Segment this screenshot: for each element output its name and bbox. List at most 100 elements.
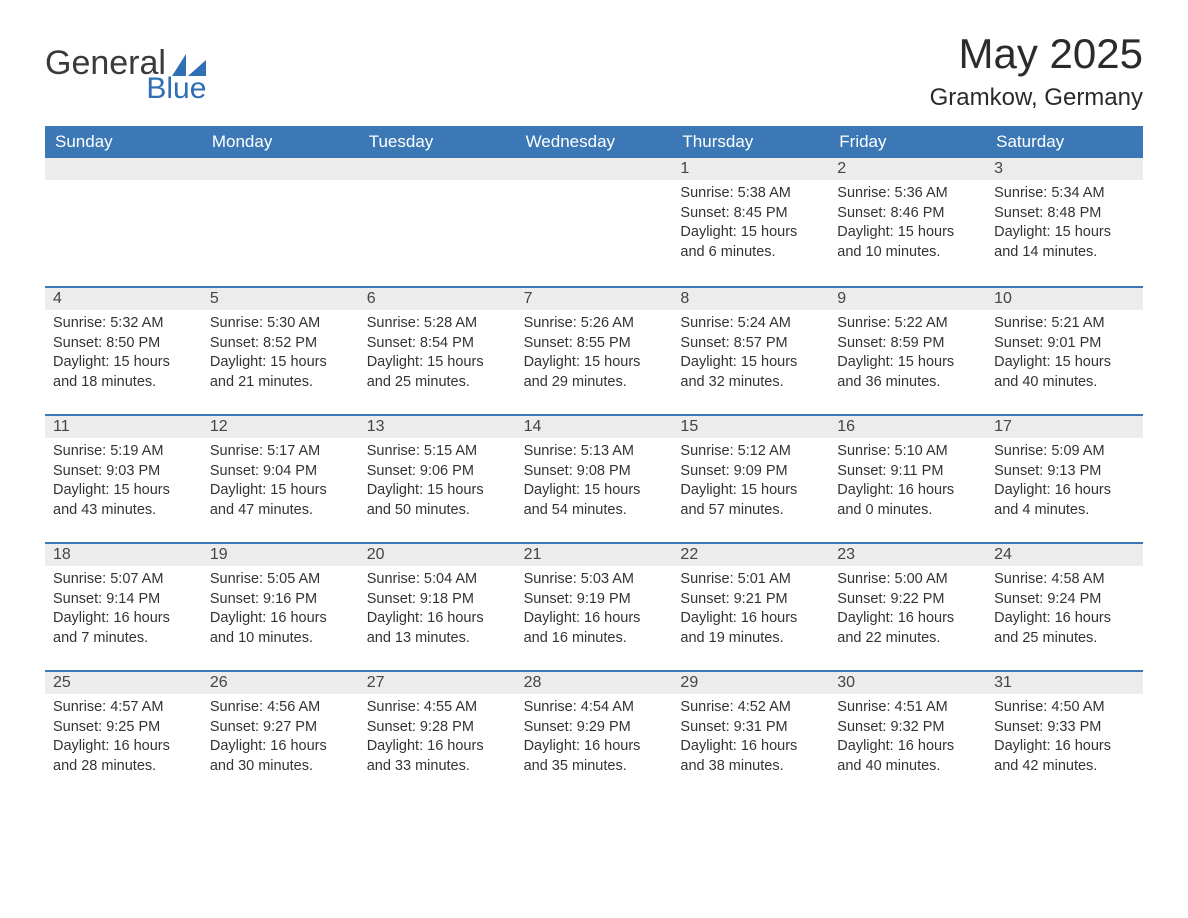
day-number: 3 (986, 158, 1143, 180)
weekday-monday: Monday (202, 126, 359, 158)
week-row: 4Sunrise: 5:32 AMSunset: 8:50 PMDaylight… (45, 286, 1143, 414)
day-number: 18 (45, 544, 202, 566)
day-details: Sunrise: 5:05 AMSunset: 9:16 PMDaylight:… (202, 566, 359, 658)
daylight-line: Daylight: 16 hours and 16 minutes. (524, 609, 665, 648)
day-number: 14 (516, 416, 673, 438)
day-cell: 30Sunrise: 4:51 AMSunset: 9:32 PMDayligh… (829, 672, 986, 798)
day-cell: 17Sunrise: 5:09 AMSunset: 9:13 PMDayligh… (986, 416, 1143, 542)
sunset-line: Sunset: 8:46 PM (837, 204, 978, 224)
sunset-line: Sunset: 9:27 PM (210, 718, 351, 738)
day-details: Sunrise: 5:04 AMSunset: 9:18 PMDaylight:… (359, 566, 516, 658)
sunrise-line: Sunrise: 5:32 AM (53, 314, 194, 334)
week-row: 1Sunrise: 5:38 AMSunset: 8:45 PMDaylight… (45, 158, 1143, 286)
day-details: Sunrise: 5:13 AMSunset: 9:08 PMDaylight:… (516, 438, 673, 530)
sunrise-line: Sunrise: 5:10 AM (837, 442, 978, 462)
day-number: 22 (672, 544, 829, 566)
day-number: 17 (986, 416, 1143, 438)
daylight-line: Daylight: 16 hours and 7 minutes. (53, 609, 194, 648)
sunrise-line: Sunrise: 5:22 AM (837, 314, 978, 334)
week-row: 18Sunrise: 5:07 AMSunset: 9:14 PMDayligh… (45, 542, 1143, 670)
day-cell: 9Sunrise: 5:22 AMSunset: 8:59 PMDaylight… (829, 288, 986, 414)
sunset-line: Sunset: 9:21 PM (680, 590, 821, 610)
day-number: 4 (45, 288, 202, 310)
day-details: Sunrise: 5:24 AMSunset: 8:57 PMDaylight:… (672, 310, 829, 402)
day-cell: 7Sunrise: 5:26 AMSunset: 8:55 PMDaylight… (516, 288, 673, 414)
header: General Blue May 2025 Gramkow, Germany (45, 30, 1143, 112)
day-details: Sunrise: 5:07 AMSunset: 9:14 PMDaylight:… (45, 566, 202, 658)
sunrise-line: Sunrise: 5:09 AM (994, 442, 1135, 462)
day-cell: 10Sunrise: 5:21 AMSunset: 9:01 PMDayligh… (986, 288, 1143, 414)
day-details: Sunrise: 5:00 AMSunset: 9:22 PMDaylight:… (829, 566, 986, 658)
sunset-line: Sunset: 9:29 PM (524, 718, 665, 738)
sunset-line: Sunset: 9:09 PM (680, 462, 821, 482)
daylight-line: Daylight: 16 hours and 40 minutes. (837, 737, 978, 776)
day-number: 10 (986, 288, 1143, 310)
daylight-line: Daylight: 16 hours and 10 minutes. (210, 609, 351, 648)
sunrise-line: Sunrise: 4:51 AM (837, 698, 978, 718)
sunset-line: Sunset: 9:31 PM (680, 718, 821, 738)
sunset-line: Sunset: 8:55 PM (524, 334, 665, 354)
sunrise-line: Sunrise: 5:24 AM (680, 314, 821, 334)
week-row: 11Sunrise: 5:19 AMSunset: 9:03 PMDayligh… (45, 414, 1143, 542)
day-number: 9 (829, 288, 986, 310)
day-cell: 15Sunrise: 5:12 AMSunset: 9:09 PMDayligh… (672, 416, 829, 542)
daylight-line: Daylight: 16 hours and 28 minutes. (53, 737, 194, 776)
daylight-line: Daylight: 16 hours and 30 minutes. (210, 737, 351, 776)
daylight-line: Daylight: 16 hours and 0 minutes. (837, 481, 978, 520)
sunrise-line: Sunrise: 5:00 AM (837, 570, 978, 590)
sunset-line: Sunset: 8:50 PM (53, 334, 194, 354)
day-cell: 19Sunrise: 5:05 AMSunset: 9:16 PMDayligh… (202, 544, 359, 670)
day-number: 13 (359, 416, 516, 438)
sunrise-line: Sunrise: 5:21 AM (994, 314, 1135, 334)
day-number: 31 (986, 672, 1143, 694)
day-number: 26 (202, 672, 359, 694)
sunrise-line: Sunrise: 5:17 AM (210, 442, 351, 462)
day-number: 23 (829, 544, 986, 566)
daylight-line: Daylight: 15 hours and 36 minutes. (837, 353, 978, 392)
sunset-line: Sunset: 9:32 PM (837, 718, 978, 738)
sunset-line: Sunset: 9:04 PM (210, 462, 351, 482)
day-cell: 2Sunrise: 5:36 AMSunset: 8:46 PMDaylight… (829, 158, 986, 286)
logo: General Blue (45, 48, 206, 102)
day-cell: 12Sunrise: 5:17 AMSunset: 9:04 PMDayligh… (202, 416, 359, 542)
day-number: 12 (202, 416, 359, 438)
day-details: Sunrise: 4:58 AMSunset: 9:24 PMDaylight:… (986, 566, 1143, 658)
day-number: 6 (359, 288, 516, 310)
weekday-friday: Friday (829, 126, 986, 158)
daylight-line: Daylight: 16 hours and 38 minutes. (680, 737, 821, 776)
day-cell: 26 Sunrise: 4:56 AMSunset: 9:27 PMDayligh… (202, 672, 359, 798)
day-number (359, 158, 516, 180)
sunrise-line: Sunrise: 5:15 AM (367, 442, 508, 462)
sunrise-line: Sunrise: 5:26 AM (524, 314, 665, 334)
empty-cell (516, 158, 673, 286)
day-details: Sunrise: 5:32 AMSunset: 8:50 PMDaylight:… (45, 310, 202, 402)
day-number (202, 158, 359, 180)
sunset-line: Sunset: 9:06 PM (367, 462, 508, 482)
day-details: Sunrise: 5:09 AMSunset: 9:13 PMDaylight:… (986, 438, 1143, 530)
sunset-line: Sunset: 9:08 PM (524, 462, 665, 482)
sunset-line: Sunset: 9:33 PM (994, 718, 1135, 738)
sunrise-line: Sunrise: 4:50 AM (994, 698, 1135, 718)
sunrise-line: Sunrise: 5:03 AM (524, 570, 665, 590)
daylight-line: Daylight: 16 hours and 22 minutes. (837, 609, 978, 648)
weekday-wednesday: Wednesday (516, 126, 673, 158)
title-block: May 2025 Gramkow, Germany (930, 30, 1143, 112)
sunrise-line: Sunrise: 4:56 AM (210, 698, 351, 718)
sunset-line: Sunset: 8:57 PM (680, 334, 821, 354)
day-number: 19 (202, 544, 359, 566)
day-cell: 16Sunrise: 5:10 AMSunset: 9:11 PMDayligh… (829, 416, 986, 542)
sunrise-line: Sunrise: 5:30 AM (210, 314, 351, 334)
sunrise-line: Sunrise: 4:55 AM (367, 698, 508, 718)
day-number: 5 (202, 288, 359, 310)
week-row: 25Sunrise: 4:57 AMSunset: 9:25 PMDayligh… (45, 670, 1143, 798)
daylight-line: Daylight: 15 hours and 57 minutes. (680, 481, 821, 520)
daylight-line: Daylight: 16 hours and 42 minutes. (994, 737, 1135, 776)
day-details: Sunrise: 5:03 AMSunset: 9:19 PMDaylight:… (516, 566, 673, 658)
sunrise-line: Sunrise: 5:04 AM (367, 570, 508, 590)
sunrise-line: Sunrise: 4:58 AM (994, 570, 1135, 590)
day-cell: 13Sunrise: 5:15 AMSunset: 9:06 PMDayligh… (359, 416, 516, 542)
day-details: Sunrise: 5:28 AMSunset: 8:54 PMDaylight:… (359, 310, 516, 402)
day-details: Sunrise: 5:22 AMSunset: 8:59 PMDaylight:… (829, 310, 986, 402)
day-cell: 5Sunrise: 5:30 AMSunset: 8:52 PMDaylight… (202, 288, 359, 414)
weekday-tuesday: Tuesday (359, 126, 516, 158)
